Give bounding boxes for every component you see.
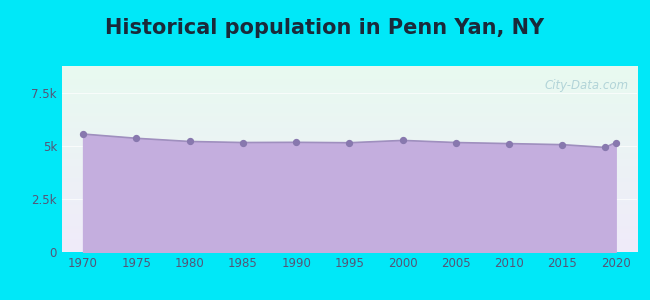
Point [291,140,302,145]
Point [185,139,195,144]
Point [344,140,355,145]
Point [78,132,88,136]
Point [238,140,248,145]
Point [600,145,610,150]
Text: Historical population in Penn Yan, NY: Historical population in Penn Yan, NY [105,18,545,38]
Point [450,140,461,145]
Point [131,136,142,141]
Text: City-Data.com: City-Data.com [544,79,629,92]
Point [397,138,408,143]
Point [557,142,567,147]
Point [610,140,621,145]
Point [504,141,514,146]
